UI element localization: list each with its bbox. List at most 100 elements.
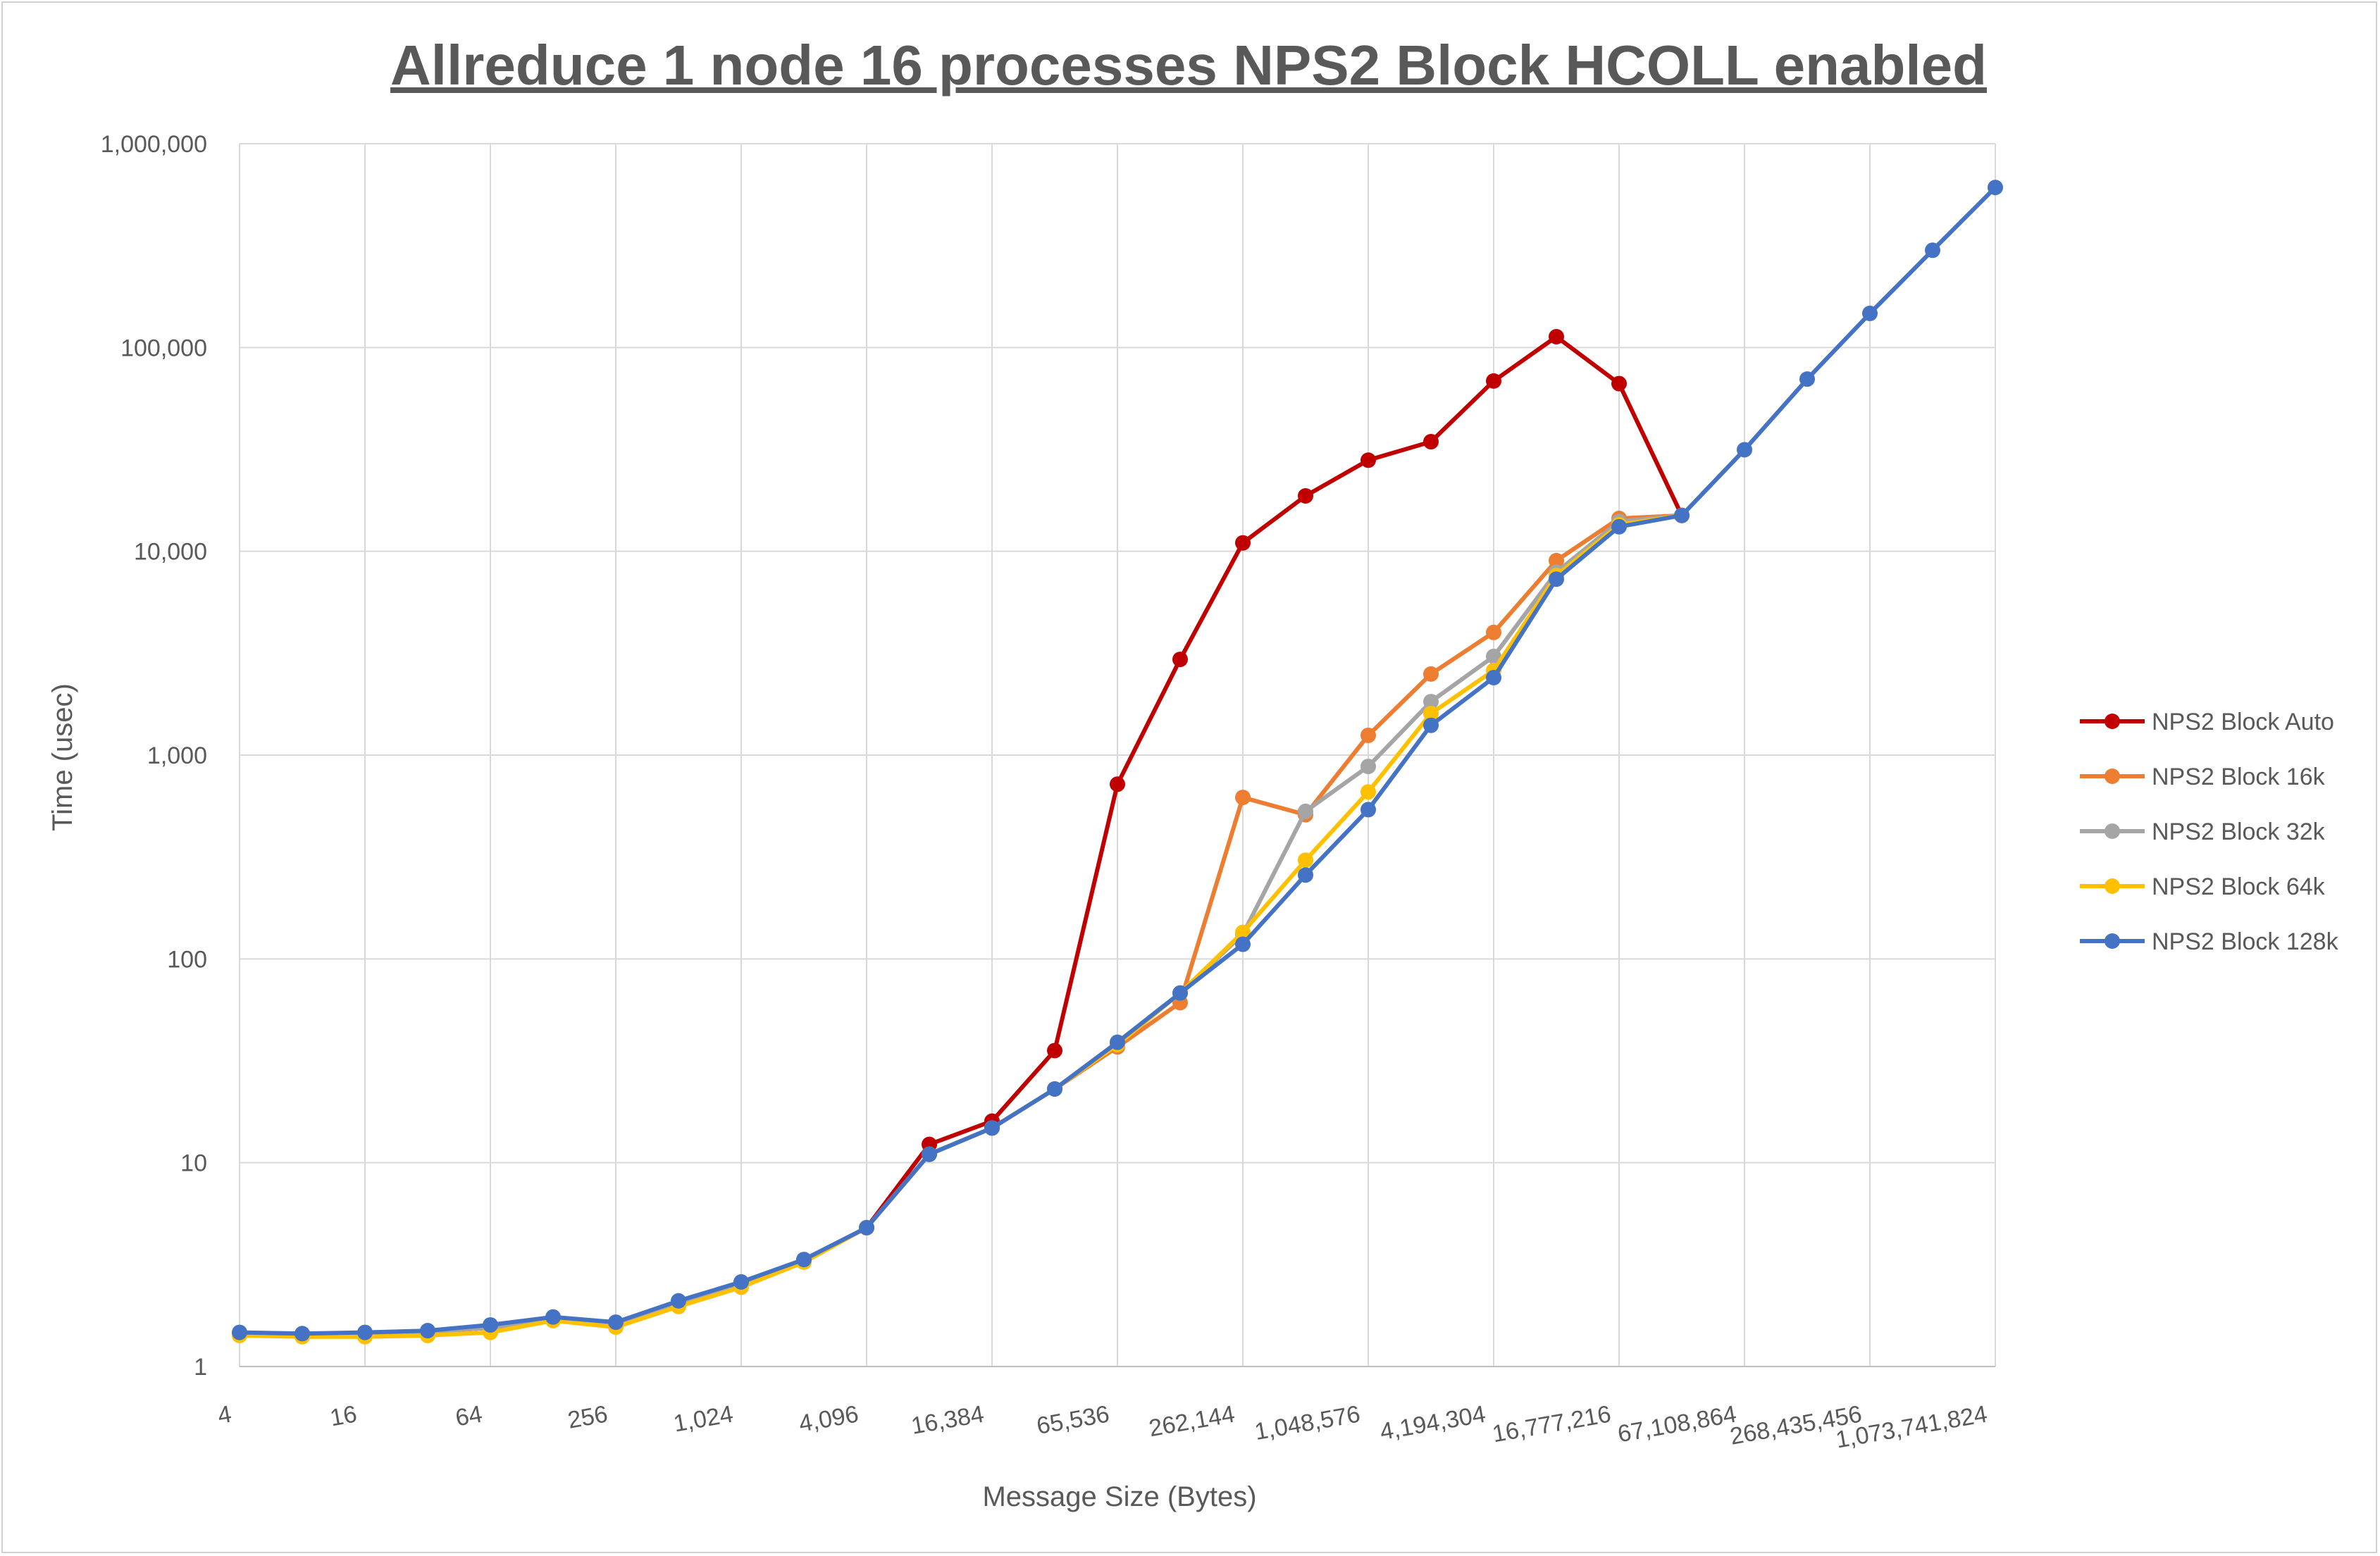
y-tick-labels: 1 10 100 1,000 10,000 100,000 1,000,000	[101, 131, 207, 1381]
series	[232, 507, 1690, 1343]
series-line	[237, 335, 1684, 1338]
legend-label: NPS2 Block 16k	[2152, 764, 2326, 790]
legend-swatch-marker	[2105, 823, 2120, 839]
data-point	[733, 1274, 749, 1290]
data-point	[1674, 507, 1690, 523]
data-point	[1549, 552, 1564, 568]
legend-item: NPS2 Block 16k	[2080, 764, 2326, 790]
y-tick-label: 1	[194, 1354, 207, 1381]
data-point	[796, 1252, 812, 1268]
series	[232, 328, 1690, 1343]
data-point	[1235, 936, 1251, 952]
data-point	[1298, 803, 1313, 819]
data-point	[1235, 535, 1251, 551]
legend: NPS2 Block Auto NPS2 Block 16k NPS2 Block …	[2080, 709, 2339, 955]
data-point	[859, 1219, 874, 1236]
y-tick-label: 10,000	[134, 539, 207, 566]
data-point	[1423, 705, 1439, 721]
data-point	[1988, 180, 2003, 196]
x-tick-label: 65,536	[1034, 1400, 1111, 1439]
legend-item: NPS2 Block Auto	[2080, 709, 2334, 735]
legend-swatch-marker	[2105, 878, 2120, 894]
x-tick-labels: 4 16 64 256 1,024 4,096 16,384 65,536 262,144 1,0…	[216, 1400, 1989, 1453]
legend-swatch-marker	[2105, 714, 2120, 729]
data-point	[671, 1293, 686, 1309]
x-tick-label: 256	[566, 1400, 609, 1433]
data-point	[1423, 434, 1439, 450]
data-point	[1235, 790, 1251, 806]
series-group	[232, 180, 2003, 1345]
x-tick-label: 4,096	[797, 1400, 860, 1437]
data-point	[545, 1309, 561, 1325]
data-point	[1361, 727, 1376, 743]
data-point	[1737, 442, 1752, 458]
y-axis-title: Time (usec)	[47, 683, 78, 831]
data-point	[295, 1326, 310, 1342]
data-point	[1611, 518, 1627, 535]
x-tick-label: 16	[328, 1400, 359, 1431]
data-point	[1361, 452, 1376, 468]
data-point	[1799, 371, 1815, 387]
data-point	[608, 1314, 624, 1331]
legend-label: NPS2 Block 32k	[2152, 819, 2326, 845]
data-point	[1611, 375, 1627, 392]
data-point	[1486, 648, 1501, 664]
data-point	[1486, 669, 1501, 685]
x-tick-label: 16,384	[909, 1400, 986, 1439]
data-point	[1047, 1081, 1062, 1097]
series-line	[237, 513, 1684, 1339]
data-point	[1172, 985, 1188, 1001]
series	[232, 507, 1690, 1343]
data-point	[1298, 867, 1313, 883]
data-point	[232, 1324, 247, 1340]
data-point	[1110, 1034, 1125, 1050]
x-tick-label: 67,108,864	[1616, 1400, 1738, 1448]
data-point	[1361, 784, 1376, 800]
y-tick-label: 100	[167, 946, 207, 973]
x-axis-title: Message Size (Bytes)	[982, 1481, 1256, 1512]
series	[232, 180, 2003, 1342]
legend-item: NPS2 Block 128k	[2080, 928, 2339, 955]
data-point	[922, 1146, 937, 1162]
grid-lines	[239, 143, 1996, 1367]
data-point	[1423, 694, 1439, 710]
x-tick-label: 262,144	[1147, 1400, 1237, 1442]
data-point	[1549, 571, 1564, 587]
x-tick-label: 4,194,304	[1378, 1400, 1488, 1445]
data-point	[1925, 242, 1940, 259]
legend-label: NPS2 Block Auto	[2152, 709, 2334, 735]
x-tick-label: 64	[454, 1400, 485, 1431]
series	[232, 507, 1690, 1345]
data-point	[1549, 328, 1564, 344]
x-tick-label: 1,024	[671, 1400, 735, 1437]
legend-label: NPS2 Block 64k	[2152, 873, 2326, 900]
legend-label: NPS2 Block 128k	[2152, 928, 2339, 955]
data-point	[1172, 652, 1188, 668]
data-point	[1235, 924, 1251, 940]
data-point	[483, 1317, 498, 1333]
data-point	[420, 1323, 435, 1339]
data-point	[1862, 305, 1878, 321]
y-tick-label: 1,000	[147, 742, 207, 769]
data-point	[1486, 373, 1501, 389]
data-point	[1047, 1042, 1062, 1059]
legend-item: NPS2 Block 64k	[2080, 873, 2326, 900]
data-point	[1486, 624, 1501, 640]
data-point	[1298, 488, 1313, 504]
data-point	[1361, 759, 1376, 775]
data-point	[1361, 802, 1376, 818]
legend-swatch-marker	[2105, 933, 2120, 949]
x-tick-label: 4	[216, 1400, 233, 1429]
y-tick-label: 10	[180, 1150, 207, 1177]
data-point	[1110, 776, 1125, 792]
y-tick-label: 100,000	[120, 335, 207, 361]
data-point	[357, 1324, 373, 1340]
chart-title: Allreduce 1 node 16 processes NPS2 Block…	[390, 34, 1987, 97]
legend-swatch-marker	[2105, 768, 2120, 784]
data-point	[1423, 666, 1439, 682]
x-tick-label: 1,048,576	[1253, 1400, 1363, 1445]
x-tick-label: 16,777,216	[1490, 1400, 1613, 1448]
data-point	[1423, 717, 1439, 733]
legend-item: NPS2 Block 32k	[2080, 819, 2326, 845]
